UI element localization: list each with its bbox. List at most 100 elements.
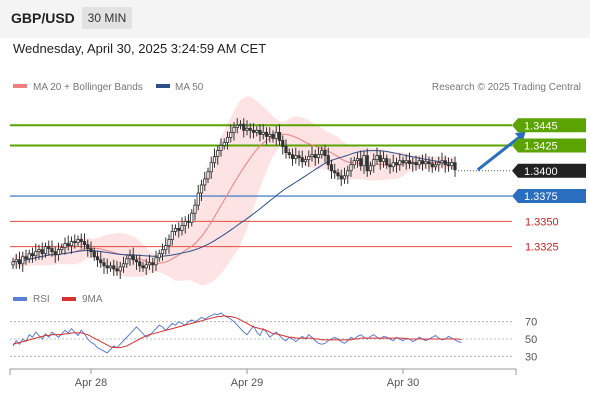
candle-body bbox=[115, 268, 119, 272]
candle-body bbox=[238, 123, 243, 126]
level-labels: 1.3445 1.3425 1.3375 1.3350 1.3325 1.3400 bbox=[512, 118, 586, 254]
candle-body bbox=[407, 160, 412, 165]
candle-body bbox=[333, 170, 337, 174]
candle-body bbox=[368, 165, 373, 172]
ma20-legend-swatch bbox=[13, 84, 27, 88]
candle-body bbox=[112, 265, 116, 270]
candle-body bbox=[365, 155, 369, 172]
time-tick-label: Apr 30 bbox=[387, 377, 419, 389]
candle-body bbox=[433, 164, 438, 168]
candle-body bbox=[79, 239, 83, 242]
candle-body bbox=[60, 247, 64, 251]
level-2-label: 1.3325 bbox=[525, 242, 559, 254]
candle-body bbox=[446, 164, 451, 167]
candle-body bbox=[69, 241, 74, 247]
candle-body bbox=[443, 160, 447, 166]
candle-body bbox=[40, 249, 44, 255]
candle-body bbox=[242, 123, 246, 131]
ma20-legend-label: MA 20 + Bollinger Bands bbox=[33, 82, 143, 93]
timestamp: Wednesday, April 30, 2025 3:24:59 AM CET bbox=[13, 41, 267, 56]
candle-body bbox=[151, 262, 155, 266]
candle-body bbox=[391, 162, 395, 168]
candle-body bbox=[326, 155, 330, 166]
candle-body bbox=[258, 129, 262, 135]
candle-body bbox=[313, 154, 317, 159]
rsi-ma-legend-label: 9MA bbox=[82, 294, 103, 305]
candle-body bbox=[323, 150, 327, 157]
candle-body bbox=[339, 175, 343, 180]
ma50-legend-swatch bbox=[156, 84, 170, 88]
ma50-legend-label: MA 50 bbox=[175, 82, 204, 93]
candle-body bbox=[411, 162, 415, 165]
rsi-panel: 70 50 30 bbox=[10, 312, 537, 363]
candle-body bbox=[300, 157, 304, 163]
candle-body bbox=[401, 160, 405, 164]
candle-body bbox=[310, 154, 314, 158]
ma50-line bbox=[12, 150, 456, 263]
symbol-label: GBP/USD bbox=[11, 10, 75, 26]
candle-body bbox=[99, 259, 103, 264]
candle-body bbox=[157, 253, 161, 259]
resistance-1-label: 1.3445 bbox=[524, 120, 558, 132]
chart-header: GBP/USD 30 MIN bbox=[0, 0, 590, 38]
bollinger-bands bbox=[13, 96, 455, 286]
rsi-legend-swatch bbox=[13, 297, 27, 301]
candle-body bbox=[362, 155, 366, 167]
time-tick-label: Apr 29 bbox=[231, 377, 263, 389]
candle-body bbox=[248, 127, 252, 131]
candle-body bbox=[86, 244, 90, 250]
timeframe-button[interactable]: 30 MIN bbox=[82, 7, 132, 29]
candle-body bbox=[232, 126, 236, 133]
candle-body bbox=[268, 133, 272, 137]
candle-body bbox=[277, 131, 282, 141]
candle-body bbox=[30, 253, 35, 257]
candle-body bbox=[430, 163, 434, 168]
candle-body bbox=[219, 145, 223, 151]
rsi-ma-line bbox=[12, 315, 462, 349]
candle-body bbox=[76, 239, 80, 243]
candle-body bbox=[82, 241, 87, 245]
candle-body bbox=[381, 158, 386, 163]
candle-body bbox=[352, 160, 356, 166]
candle-body bbox=[128, 255, 132, 260]
candle-body bbox=[329, 164, 334, 172]
support-1-tag bbox=[512, 189, 586, 204]
candle-body bbox=[414, 162, 418, 166]
candle-body bbox=[394, 162, 399, 166]
candle-body bbox=[186, 220, 191, 223]
candle-body bbox=[108, 265, 113, 269]
candle-body bbox=[95, 256, 100, 261]
candle-body bbox=[92, 251, 96, 258]
candle-body bbox=[209, 162, 213, 173]
candle-body bbox=[385, 158, 389, 166]
candle-body bbox=[43, 246, 48, 255]
candle-body bbox=[173, 228, 178, 232]
candle-body bbox=[203, 178, 207, 186]
candle-body bbox=[375, 155, 379, 161]
candle-body bbox=[349, 164, 353, 172]
candle-body bbox=[450, 162, 454, 167]
candle-body bbox=[290, 154, 295, 160]
candle-body bbox=[134, 259, 139, 263]
candle-body bbox=[222, 142, 226, 146]
candle-body bbox=[53, 251, 57, 256]
candle-body bbox=[21, 256, 25, 265]
candle-body bbox=[50, 248, 54, 253]
rsi-ma-legend-swatch bbox=[62, 297, 76, 301]
candle-body bbox=[261, 131, 265, 135]
candle-body bbox=[424, 161, 428, 165]
candle-body bbox=[27, 253, 31, 260]
candle-body bbox=[255, 129, 259, 133]
bollinger-band-area bbox=[13, 96, 455, 286]
candle-body bbox=[316, 154, 321, 159]
candle-body bbox=[199, 184, 204, 194]
candle-body bbox=[24, 256, 28, 260]
time-axis: Apr 28 Apr 29 Apr 30 bbox=[9, 368, 517, 389]
candle-body bbox=[229, 131, 233, 138]
candle-body bbox=[388, 164, 392, 168]
rsi-tick-label: 50 bbox=[525, 334, 537, 346]
candle-body bbox=[180, 224, 184, 231]
candle-body bbox=[274, 131, 278, 139]
candle-body bbox=[121, 263, 126, 268]
candle-body bbox=[170, 231, 174, 240]
